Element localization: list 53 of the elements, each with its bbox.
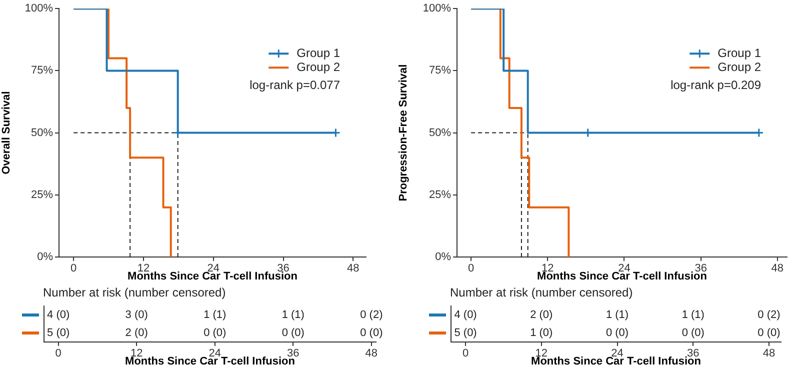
legend-label: Group 1 <box>718 46 762 60</box>
text: 4 (0) <box>47 309 70 322</box>
y-tick-label: 0% <box>435 251 452 264</box>
legend-label: Group 2 <box>296 60 340 74</box>
y-tick-label: 25% <box>30 188 54 201</box>
y-tick-label: 25% <box>428 188 452 201</box>
text: 1 (1) <box>682 309 704 322</box>
x2-tick-label: 0 <box>462 348 469 360</box>
x-tick-label: 0 <box>70 262 77 275</box>
text: 0 (2) <box>758 309 780 322</box>
text: 5 (0) <box>47 327 70 340</box>
text: 0 (0) <box>606 327 629 340</box>
text: 0 (0) <box>282 327 304 340</box>
text: 3 (0) <box>125 309 148 322</box>
text: 2 (0) <box>125 327 148 340</box>
text: 0 (2) <box>360 309 383 322</box>
annotation: log-rank p=0.077 <box>250 78 340 92</box>
text: 2 (0) <box>530 309 553 322</box>
x-tick-label: 36 <box>694 262 707 275</box>
text: Number at risk (number censored) <box>43 285 226 300</box>
y-tick-label: 50% <box>30 126 54 139</box>
x2-tick-label: 48 <box>762 348 776 360</box>
text: 0 (0) <box>204 327 226 340</box>
y-tick-label: 0% <box>37 251 54 264</box>
y-tick-label: 50% <box>428 126 452 139</box>
text: 5 (0) <box>454 327 477 340</box>
y-tick-label: 100% <box>24 2 54 15</box>
x-tick-label: 0 <box>468 262 474 275</box>
y-tick-label: 100% <box>422 2 452 15</box>
x2-tick-label: 36 <box>687 348 700 360</box>
x-tick-label: 48 <box>771 262 784 275</box>
legend-label: Group 1 <box>296 46 340 60</box>
y-tick-label: 75% <box>428 64 452 77</box>
legend-label: Group 2 <box>718 60 762 74</box>
text: 1 (1) <box>204 309 226 322</box>
y-axis-title: Overall Survival <box>0 91 13 174</box>
x2-tick-label: 24 <box>208 348 222 360</box>
x-tick-label: 12 <box>137 262 150 275</box>
annotation: log-rank p=0.209 <box>670 78 762 92</box>
text: 0 (0) <box>360 327 383 340</box>
x2-tick-label: 48 <box>365 348 378 360</box>
text: Number at risk (number censored) <box>450 285 633 300</box>
text: 0 (0) <box>758 327 780 340</box>
y-axis-title: Progression-Free Survival <box>398 64 410 202</box>
text: 1 (1) <box>606 309 629 322</box>
text: 4 (0) <box>454 309 477 322</box>
y-tick-label: 75% <box>30 64 54 77</box>
x2-tick-label: 0 <box>55 348 62 360</box>
text: 1 (0) <box>530 327 553 340</box>
x-tick-label: 48 <box>347 262 360 275</box>
text: 0 (0) <box>682 327 704 340</box>
text: 1 (1) <box>282 309 304 322</box>
x2-tick-label: 36 <box>287 348 300 360</box>
